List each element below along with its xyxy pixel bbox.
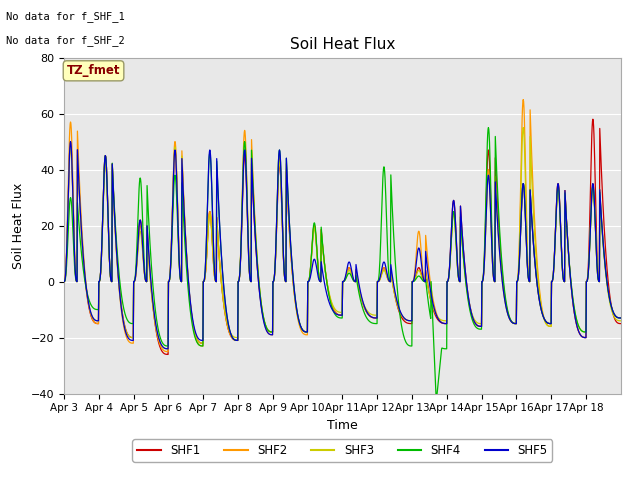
X-axis label: Time: Time (327, 419, 358, 432)
Legend: SHF1, SHF2, SHF3, SHF4, SHF5: SHF1, SHF2, SHF3, SHF4, SHF5 (132, 439, 552, 462)
Text: No data for f_SHF_2: No data for f_SHF_2 (6, 35, 125, 46)
Text: No data for f_SHF_1: No data for f_SHF_1 (6, 11, 125, 22)
Y-axis label: Soil Heat Flux: Soil Heat Flux (12, 182, 25, 269)
Title: Soil Heat Flux: Soil Heat Flux (290, 37, 395, 52)
Text: TZ_fmet: TZ_fmet (67, 64, 120, 77)
